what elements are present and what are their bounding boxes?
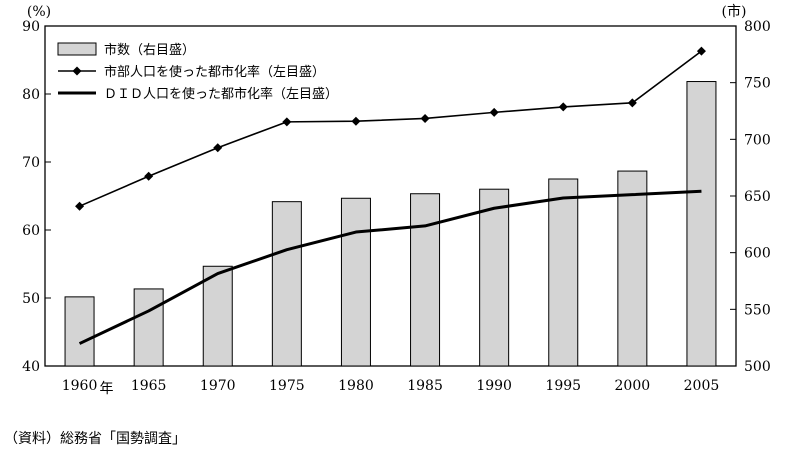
right-axis-tick-label: 650 [744,189,771,205]
bar [64,296,95,367]
line-marker [213,143,223,153]
x-tick-label: 1965 [131,378,167,394]
x-tick-label: 1975 [269,378,305,394]
left-axis-tick-label: 90 [22,19,40,35]
left-axis-tick-label: 60 [22,223,40,239]
right-axis-tick-label: 800 [744,19,771,35]
legend-swatch-marker [72,66,82,76]
left-axis-tick-label: 50 [22,291,40,307]
x-tick-label: 2000 [615,378,651,394]
right-axis-tick-label: 500 [744,359,771,375]
left-axis-tick-label: 80 [22,87,40,103]
right-axis-unit: (市) [722,3,747,20]
line-marker [420,113,430,123]
line-marker [351,116,361,126]
city-urbanization-line [79,50,702,207]
bar [686,81,717,367]
bar [617,170,648,367]
left-axis-tick-label: 40 [22,359,40,375]
left-axis-unit: (%) [27,4,51,20]
legend-label: 市部人口を使った都市化率（左目盛） [104,64,325,80]
left-axis-tick-label: 70 [22,155,40,171]
x-axis-year-suffix: 年 [100,381,114,397]
line-marker [489,107,499,117]
x-tick-label: 1995 [545,378,581,394]
x-tick-label: 1980 [338,378,374,394]
bar [340,197,371,367]
line-marker [144,171,154,181]
line-marker [696,46,706,56]
line-marker [282,117,292,127]
right-axis-tick-label: 700 [744,132,771,148]
bar [548,178,579,367]
right-axis-tick-label: 600 [744,246,771,262]
bar [202,265,233,367]
x-tick-label: 2005 [684,378,720,394]
source-note: （資料）総務省「国勢調査」 [4,431,186,447]
bar [271,201,302,367]
x-tick-label: 1970 [200,378,236,394]
line-marker [75,201,85,211]
right-axis-tick-label: 550 [744,302,771,318]
x-tick-label: 1960 [62,378,98,394]
x-tick-label: 1990 [476,378,512,394]
right-axis-tick-label: 750 [744,76,771,92]
bar [479,188,510,367]
line-marker [558,102,568,112]
line-marker [627,98,637,108]
legend-label: ＤＩＤ人口を使った都市化率（左目盛） [104,86,338,102]
did-urbanization-line [78,189,702,345]
legend-label: 市数（右目盛） [104,42,195,58]
x-tick-label: 1985 [407,378,443,394]
bar [133,288,164,367]
bar [410,193,441,367]
legend-swatch-bar [57,42,97,56]
